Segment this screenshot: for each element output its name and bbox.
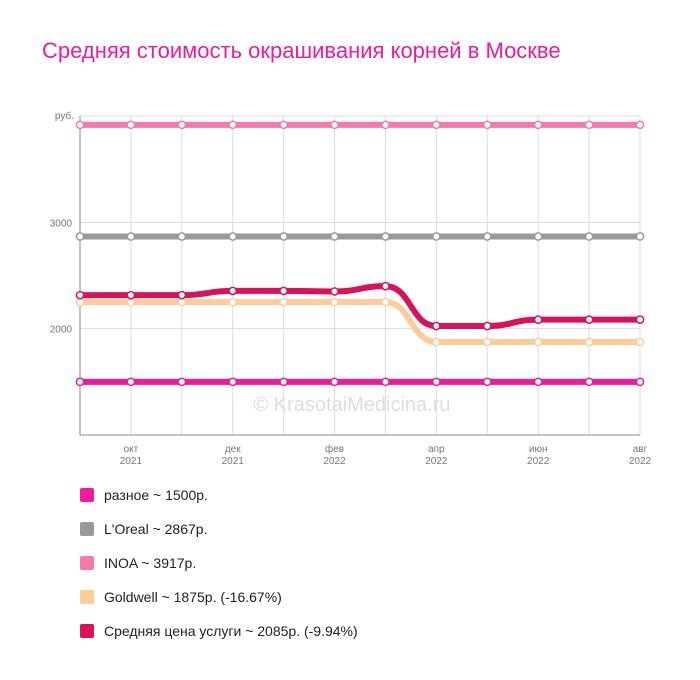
- data-point-s1-p6: [381, 232, 390, 241]
- data-point-s4-p3: [228, 286, 238, 296]
- data-point-s2-p4: [279, 120, 288, 130]
- legend-swatch: [80, 522, 94, 536]
- legend-label: L'Oreal ~ 2867р.: [104, 521, 208, 537]
- data-point-s0-p2: [177, 377, 187, 387]
- series-points: [75, 120, 645, 387]
- data-point-s2-p7: [432, 120, 441, 130]
- data-point-s1-p0: [75, 232, 85, 241]
- data-point-s4-p5: [330, 287, 339, 296]
- data-point-s3-p5: [330, 297, 339, 307]
- axes: [79, 116, 640, 436]
- x-tick-month: апр: [428, 444, 445, 455]
- data-point-s2-p9: [533, 120, 543, 130]
- data-point-s2-p3: [228, 120, 238, 130]
- data-point-s1-p2: [177, 232, 187, 241]
- x-tick-month: фев: [325, 443, 344, 455]
- data-point-s1-p8: [482, 232, 492, 241]
- data-point-s4-p11: [635, 315, 645, 324]
- data-point-s2-p8: [482, 120, 492, 130]
- legend-swatch: [80, 488, 94, 502]
- data-point-s3-p10: [584, 337, 594, 347]
- data-point-s2-p0: [75, 120, 85, 130]
- watermark: © KrasotaiMedicina.ru: [253, 394, 450, 416]
- data-point-s3-p11: [635, 337, 645, 347]
- data-point-s4-p2: [177, 290, 187, 300]
- data-point-s4-p6: [381, 281, 390, 291]
- data-point-s0-p5: [330, 377, 339, 387]
- y-tick-label: 3000: [50, 218, 73, 229]
- data-point-s3-p0: [75, 297, 85, 307]
- data-point-s2-p11: [635, 120, 645, 130]
- data-point-s4-p4: [279, 286, 288, 296]
- data-point-s3-p7: [432, 337, 441, 347]
- x-tick-year: 2022: [323, 456, 346, 467]
- grid: [79, 115, 641, 435]
- x-tick-month: дек: [225, 444, 241, 455]
- data-point-s3-p9: [533, 337, 543, 347]
- data-point-s0-p8: [482, 377, 492, 387]
- data-point-s2-p10: [584, 120, 594, 130]
- data-point-s3-p2: [177, 297, 187, 307]
- data-point-s0-p11: [635, 377, 645, 387]
- data-point-s0-p7: [432, 377, 441, 387]
- series-lines: [77, 121, 643, 385]
- data-point-s3-p8: [482, 337, 492, 347]
- x-tick-year: 2021: [120, 456, 143, 467]
- data-point-s0-p4: [279, 377, 288, 387]
- data-point-s1-p1: [126, 232, 136, 241]
- y-tick-label: 2000: [50, 325, 73, 336]
- legend-label: Средняя цена услуги ~ 2085р. (-9.94%): [104, 623, 358, 639]
- legend-label: разное ~ 1500р.: [104, 487, 208, 503]
- data-point-s3-p6: [381, 297, 390, 307]
- legend-label: INOA ~ 3917р.: [104, 555, 197, 571]
- data-point-s0-p10: [584, 377, 594, 387]
- legend-swatch: [80, 590, 94, 604]
- y-unit-label: руб.: [55, 110, 74, 122]
- data-point-s0-p9: [533, 377, 543, 387]
- x-tick-month: окт: [124, 444, 139, 455]
- data-point-s2-p5: [330, 120, 339, 130]
- data-point-s1-p7: [432, 232, 441, 241]
- x-tick-year: 2022: [425, 456, 448, 467]
- x-tick-year: 2022: [629, 456, 652, 467]
- data-point-s3-p4: [279, 297, 288, 307]
- data-point-s0-p1: [126, 377, 136, 387]
- legend-swatch: [80, 624, 94, 638]
- data-point-s4-p7: [432, 321, 441, 331]
- data-point-s3-p3: [228, 297, 238, 307]
- data-point-s0-p3: [228, 377, 238, 387]
- data-point-s1-p10: [584, 232, 594, 241]
- data-point-s1-p9: [533, 232, 543, 241]
- data-point-s0-p6: [381, 377, 390, 387]
- data-point-s1-p11: [635, 232, 645, 241]
- data-point-s2-p6: [381, 120, 390, 130]
- chart-title: Средняя стоимость окрашивания корней в М…: [42, 38, 561, 63]
- legend-swatch: [80, 556, 94, 570]
- data-point-s3-p1: [126, 297, 136, 307]
- data-point-s1-p4: [279, 232, 288, 241]
- data-point-s2-p1: [126, 120, 136, 130]
- data-point-s4-p9: [533, 315, 543, 324]
- x-tick-month: июн: [529, 444, 548, 455]
- data-point-s0-p0: [75, 377, 85, 387]
- x-tick-month: авг: [633, 444, 648, 455]
- data-point-s1-p3: [228, 232, 238, 241]
- x-tick-year: 2021: [222, 456, 245, 467]
- tick-labels: 30002000руб.окт2021дек2021фев2022апр2022…: [50, 110, 652, 467]
- data-point-s4-p1: [126, 290, 136, 300]
- data-point-s4-p10: [584, 315, 594, 324]
- data-point-s4-p8: [482, 321, 492, 331]
- data-point-s4-p0: [75, 290, 85, 300]
- data-point-s2-p2: [177, 120, 187, 130]
- series-line-4: [77, 283, 643, 330]
- data-point-s1-p5: [330, 232, 339, 241]
- x-tick-year: 2022: [527, 456, 550, 467]
- legend-label: Goldwell ~ 1875р. (-16.67%): [104, 589, 282, 605]
